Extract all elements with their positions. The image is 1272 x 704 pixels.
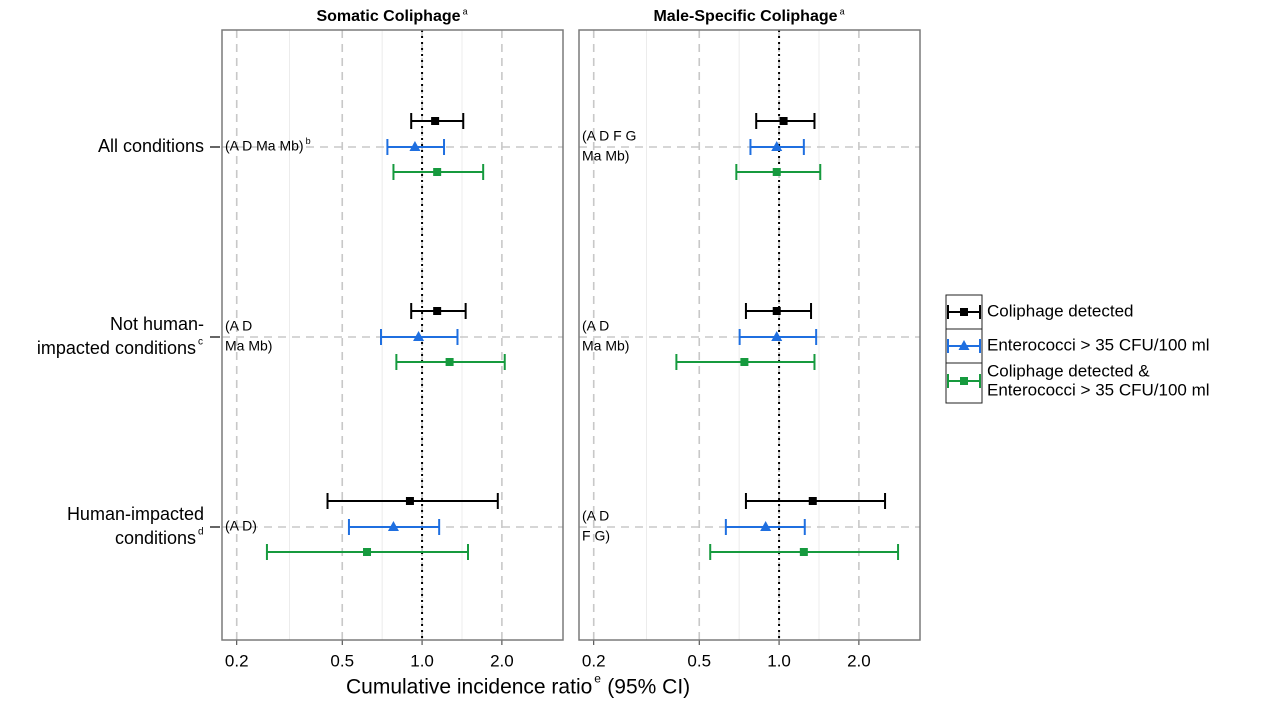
- panel-background: [579, 30, 920, 640]
- y-tick-label: All conditions: [98, 136, 204, 156]
- point: [799, 548, 808, 556]
- x-tick-label: 0.2: [225, 651, 249, 670]
- annotation: (A D F G: [582, 128, 636, 144]
- y-tick-label: impacted conditions: [37, 338, 196, 358]
- x-tick-label: 0.5: [330, 651, 354, 670]
- legend-marker: [958, 340, 970, 350]
- legend-label: Enterococci > 35 CFU/100 ml: [987, 380, 1210, 399]
- x-tick-label: 2.0: [490, 651, 514, 670]
- panel-border: [221, 29, 564, 641]
- point: [405, 497, 414, 505]
- point: [808, 497, 817, 505]
- x-axis-label: (95% CI): [607, 676, 690, 699]
- point: [413, 331, 425, 341]
- point: [779, 117, 788, 125]
- x-tick-label: 2.0: [847, 651, 871, 670]
- panel-title: Male-Specific Coliphage: [653, 8, 837, 25]
- panel-border: [578, 29, 921, 641]
- point: [387, 521, 399, 531]
- annotation: F G): [582, 528, 610, 544]
- point: [772, 168, 781, 176]
- annotation: (A D: [582, 508, 609, 524]
- x-tick-label: 0.2: [582, 651, 606, 670]
- y-tick-label: Human-impacted: [67, 504, 204, 524]
- legend-label: Coliphage detected &: [987, 361, 1150, 380]
- point: [740, 358, 749, 366]
- y-tick-label: Not human-: [110, 314, 204, 334]
- legend-label: Coliphage detected: [987, 301, 1134, 320]
- superscript: b: [306, 136, 311, 146]
- legend-label: Enterococci > 35 CFU/100 ml: [987, 335, 1210, 354]
- legend-marker: [960, 377, 968, 385]
- point: [760, 521, 772, 531]
- x-tick-label: 1.0: [410, 651, 434, 670]
- point: [771, 141, 783, 151]
- annotation: (A D Ma Mb): [225, 138, 304, 154]
- point: [771, 331, 783, 341]
- legend-marker: [960, 308, 968, 316]
- superscript: d: [198, 526, 204, 537]
- point: [431, 117, 440, 125]
- point: [772, 307, 781, 315]
- superscript: a: [840, 7, 845, 17]
- y-tick-label: conditions: [115, 528, 196, 548]
- annotation: (A D): [225, 518, 257, 534]
- point: [445, 358, 454, 366]
- x-tick-label: 0.5: [687, 651, 711, 670]
- x-tick-label: 1.0: [767, 651, 791, 670]
- point: [409, 141, 421, 151]
- superscript: e: [594, 672, 601, 686]
- annotation: Ma Mb): [225, 338, 272, 354]
- panel-background: [222, 30, 563, 640]
- annotation: (A D: [225, 318, 252, 334]
- x-axis-label: Cumulative incidence ratio: [346, 676, 592, 699]
- point: [433, 307, 442, 315]
- point: [363, 548, 372, 556]
- panel-title: Somatic Coliphage: [316, 8, 460, 25]
- superscript: a: [463, 7, 468, 17]
- annotation: (A D: [582, 318, 609, 334]
- superscript: c: [198, 336, 203, 347]
- point: [433, 168, 442, 176]
- annotation: Ma Mb): [582, 338, 629, 354]
- annotation: Ma Mb): [582, 148, 629, 164]
